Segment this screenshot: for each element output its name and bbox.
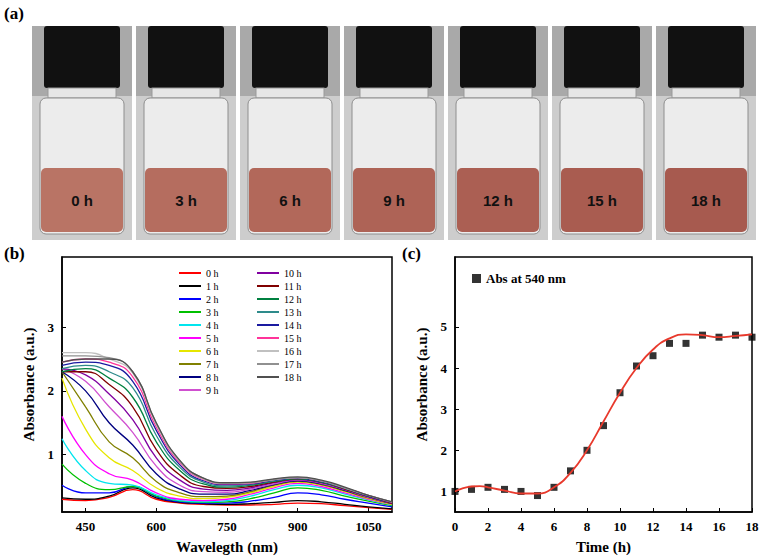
svg-text:Time (h): Time (h) xyxy=(576,539,631,556)
svg-text:13 h: 13 h xyxy=(284,307,302,318)
svg-text:17 h: 17 h xyxy=(284,359,302,370)
svg-text:10 h: 10 h xyxy=(284,268,302,279)
svg-text:Wavelegth (nm): Wavelegth (nm) xyxy=(176,539,278,556)
svg-text:450: 450 xyxy=(76,519,96,534)
svg-text:15 h: 15 h xyxy=(587,192,617,209)
svg-text:16 h: 16 h xyxy=(284,346,302,357)
svg-text:(a): (a) xyxy=(4,4,24,23)
svg-text:9 h: 9 h xyxy=(206,385,219,396)
svg-text:0: 0 xyxy=(452,519,459,534)
svg-text:Absorbance (a.u.): Absorbance (a.u.) xyxy=(21,328,38,442)
svg-text:7 h: 7 h xyxy=(206,359,219,370)
svg-text:3: 3 xyxy=(48,320,55,335)
svg-text:16: 16 xyxy=(713,519,727,534)
svg-text:6: 6 xyxy=(551,519,558,534)
svg-text:8 h: 8 h xyxy=(206,372,219,383)
svg-text:12: 12 xyxy=(647,519,660,534)
svg-text:750: 750 xyxy=(217,519,237,534)
svg-text:(c): (c) xyxy=(402,245,421,263)
svg-text:Absorbance (a.u.): Absorbance (a.u.) xyxy=(414,328,431,442)
svg-text:2: 2 xyxy=(48,383,55,398)
svg-text:0 h: 0 h xyxy=(71,192,93,209)
svg-text:8: 8 xyxy=(584,519,591,534)
svg-text:4 h: 4 h xyxy=(206,320,219,331)
svg-text:(b): (b) xyxy=(4,245,25,263)
svg-text:14 h: 14 h xyxy=(284,320,302,331)
svg-text:14: 14 xyxy=(680,519,694,534)
svg-text:0 h: 0 h xyxy=(206,268,219,279)
svg-text:9 h: 9 h xyxy=(383,192,405,209)
svg-text:2: 2 xyxy=(485,519,492,534)
svg-text:4: 4 xyxy=(518,519,525,534)
svg-text:3 h: 3 h xyxy=(206,307,219,318)
svg-text:6 h: 6 h xyxy=(206,346,219,357)
svg-text:1 h: 1 h xyxy=(206,281,219,292)
svg-text:18 h: 18 h xyxy=(691,192,721,209)
svg-text:3 h: 3 h xyxy=(175,192,197,209)
svg-text:1050: 1050 xyxy=(355,519,381,534)
svg-text:18: 18 xyxy=(746,519,760,534)
svg-text:10: 10 xyxy=(614,519,627,534)
svg-text:2: 2 xyxy=(441,443,448,458)
svg-text:6 h: 6 h xyxy=(279,192,301,209)
svg-text:5: 5 xyxy=(441,319,448,334)
svg-text:2 h: 2 h xyxy=(206,294,219,305)
svg-text:1: 1 xyxy=(48,447,55,462)
svg-text:1: 1 xyxy=(441,484,448,499)
svg-text:4: 4 xyxy=(441,361,448,376)
svg-text:15 h: 15 h xyxy=(284,333,302,344)
svg-text:600: 600 xyxy=(147,519,167,534)
svg-text:5 h: 5 h xyxy=(206,333,219,344)
svg-text:900: 900 xyxy=(288,519,308,534)
svg-text:3: 3 xyxy=(441,402,448,417)
svg-text:12 h: 12 h xyxy=(483,192,513,209)
svg-text:Abs at 540 nm: Abs at 540 nm xyxy=(486,271,566,286)
svg-text:18 h: 18 h xyxy=(284,372,302,383)
svg-text:11 h: 11 h xyxy=(284,281,301,292)
svg-text:12 h: 12 h xyxy=(284,294,302,305)
